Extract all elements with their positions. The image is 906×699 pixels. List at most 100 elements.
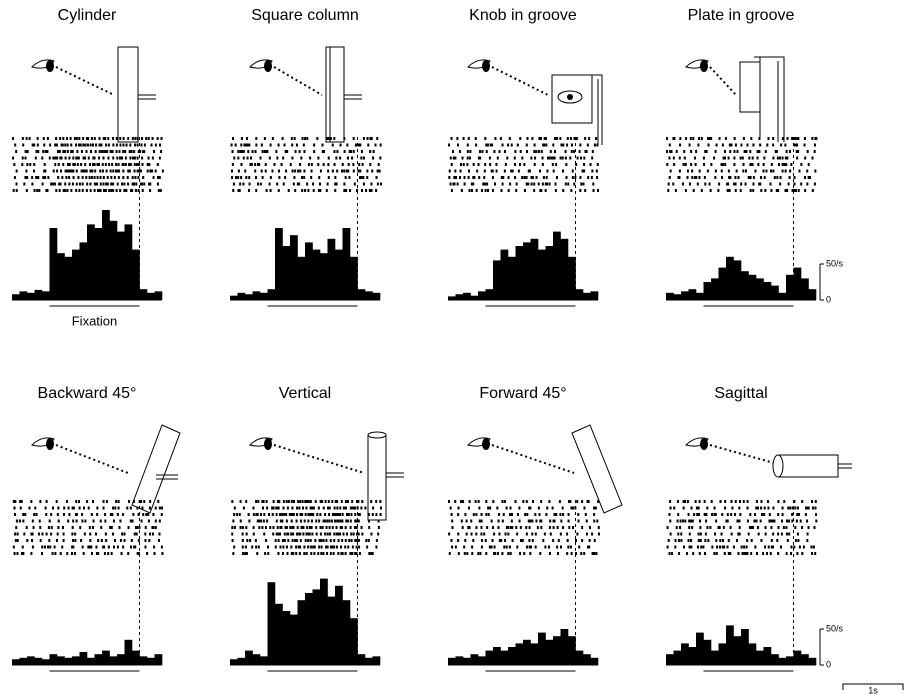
raster-tick bbox=[235, 176, 237, 179]
bar bbox=[350, 257, 358, 300]
raster-tick bbox=[457, 533, 459, 536]
raster-tick bbox=[736, 539, 738, 542]
raster-tick bbox=[30, 500, 32, 503]
raster-tick bbox=[358, 533, 360, 536]
raster-tick bbox=[535, 520, 537, 523]
raster-tick bbox=[97, 539, 99, 542]
raster-tick bbox=[48, 539, 50, 542]
raster-tick bbox=[354, 507, 356, 510]
raster-tick bbox=[516, 533, 518, 536]
raster-tick bbox=[39, 500, 41, 503]
raster-tick bbox=[782, 137, 784, 140]
raster-tick bbox=[512, 170, 514, 173]
raster-tick bbox=[345, 526, 347, 529]
raster-tick bbox=[233, 546, 235, 549]
raster-tick bbox=[770, 552, 772, 555]
raster-tick bbox=[372, 157, 374, 160]
bar bbox=[335, 586, 343, 665]
raster-tick bbox=[451, 526, 453, 529]
raster-tick bbox=[161, 507, 163, 510]
raster-tick bbox=[734, 137, 736, 140]
raster-tick bbox=[597, 163, 599, 166]
raster-tick bbox=[485, 539, 487, 542]
raster-tick bbox=[515, 189, 517, 192]
raster-tick bbox=[502, 176, 504, 179]
rod bbox=[138, 95, 156, 99]
bar bbox=[486, 289, 494, 300]
bar bbox=[57, 656, 65, 665]
raster-tick bbox=[141, 157, 143, 160]
raster-tick bbox=[557, 552, 559, 555]
raster-tick bbox=[89, 170, 91, 173]
raster-tick bbox=[544, 546, 546, 549]
raster-tick bbox=[785, 163, 787, 166]
raster-tick bbox=[740, 189, 742, 192]
raster-tick bbox=[715, 539, 717, 542]
raster-tick bbox=[55, 189, 57, 192]
raster-tick bbox=[283, 144, 285, 147]
raster-tick bbox=[310, 507, 312, 510]
raster-tick bbox=[46, 533, 48, 536]
raster-tick bbox=[22, 157, 24, 160]
raster-tick bbox=[279, 513, 281, 516]
raster-tick bbox=[307, 513, 309, 516]
raster-tick bbox=[536, 176, 538, 179]
raster-tick bbox=[250, 157, 252, 160]
bar bbox=[373, 293, 381, 300]
raster-tick bbox=[549, 526, 551, 529]
raster-tick bbox=[714, 176, 716, 179]
raster-tick bbox=[78, 157, 80, 160]
raster-tick bbox=[144, 546, 146, 549]
pupil bbox=[700, 60, 708, 72]
figure: CylinderFixationSquare columnKnob in gro… bbox=[0, 0, 906, 699]
raster-tick bbox=[322, 144, 324, 147]
raster-tick bbox=[84, 157, 86, 160]
raster-tick bbox=[239, 513, 241, 516]
raster-tick bbox=[753, 176, 755, 179]
raster-tick bbox=[568, 526, 570, 529]
raster-tick bbox=[799, 546, 801, 549]
raster-tick bbox=[123, 533, 125, 536]
bar bbox=[809, 289, 817, 300]
raster-tick bbox=[91, 513, 93, 516]
raster-tick bbox=[39, 526, 41, 529]
raster-tick bbox=[280, 526, 282, 529]
raster-tick bbox=[690, 150, 692, 153]
raster-tick bbox=[90, 189, 92, 192]
raster-tick bbox=[366, 170, 368, 173]
raster-tick bbox=[574, 176, 576, 179]
raster-tick bbox=[724, 150, 726, 153]
raster-tick bbox=[240, 526, 242, 529]
raster-tick bbox=[733, 546, 735, 549]
raster-tick bbox=[278, 539, 280, 542]
bar bbox=[553, 232, 561, 300]
raster-tick bbox=[479, 520, 481, 523]
raster-tick bbox=[303, 176, 305, 179]
raster-tick bbox=[106, 500, 108, 503]
raster-tick bbox=[299, 546, 301, 549]
raster-tick bbox=[774, 176, 776, 179]
raster-tick bbox=[49, 546, 51, 549]
raster-tick bbox=[89, 163, 91, 166]
raster-tick bbox=[310, 500, 312, 503]
raster-tick bbox=[137, 157, 139, 160]
raster-tick bbox=[248, 513, 250, 516]
raster-tick bbox=[570, 189, 572, 192]
raster-tick bbox=[290, 163, 292, 166]
raster-tick bbox=[520, 150, 522, 153]
raster-tick bbox=[572, 507, 574, 510]
raster-tick bbox=[291, 520, 293, 523]
raster-tick bbox=[157, 183, 159, 186]
raster-tick bbox=[152, 157, 154, 160]
raster-tick bbox=[326, 189, 328, 192]
raster-tick bbox=[593, 507, 595, 510]
raster-tick bbox=[806, 183, 808, 186]
raster-tick bbox=[26, 137, 28, 140]
raster-tick bbox=[354, 520, 356, 523]
raster-tick bbox=[729, 150, 731, 153]
raster-tick bbox=[157, 137, 159, 140]
bar bbox=[734, 636, 742, 665]
raster-tick bbox=[112, 183, 114, 186]
bar bbox=[553, 636, 561, 665]
bar bbox=[786, 656, 794, 665]
